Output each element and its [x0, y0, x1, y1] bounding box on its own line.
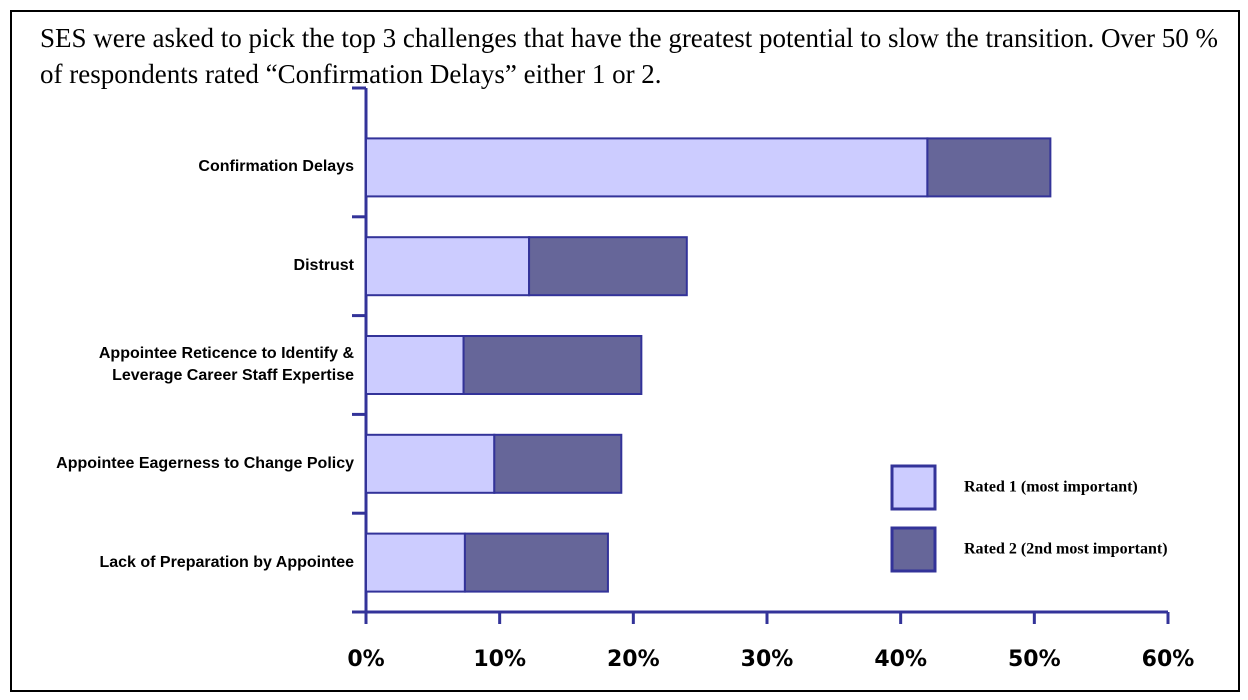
category-label: Appointee Reticence to Identify & Levera… [98, 345, 354, 384]
category-label: Confirmation Delays [198, 158, 354, 176]
bar-segment [926, 137, 1052, 198]
x-tick-label: 20% [607, 647, 660, 672]
bar-segment [463, 532, 609, 593]
bar-segment [365, 137, 929, 198]
bar-segment [528, 236, 688, 297]
bar-segment [462, 335, 643, 395]
x-tick-label: 10% [473, 647, 526, 672]
bar-segment [365, 335, 465, 395]
x-tick-label: 60% [1142, 647, 1195, 672]
legend-swatch [890, 464, 937, 511]
x-tick-label: 50% [1008, 647, 1061, 672]
bar-segment [493, 433, 623, 494]
bar-segment [365, 433, 496, 494]
x-tick-label: 40% [874, 647, 927, 672]
x-tick-label: 30% [741, 647, 794, 672]
bar-segment [365, 236, 531, 297]
legend-swatch [890, 526, 937, 573]
legend-label: Rated 2 (2nd most important) [964, 541, 1168, 558]
x-tick-label: 0% [347, 647, 384, 672]
bar-segment [365, 532, 466, 593]
chart-title: SES were asked to pick the top 3 challen… [40, 23, 1218, 89]
category-label: Lack of Preparation by Appointee [99, 553, 354, 571]
category-label: Appointee Eagerness to Change Policy [56, 454, 354, 472]
category-label: Distrust [293, 257, 354, 275]
frame [10, 10, 1240, 692]
legend-label: Rated 1 (most important) [964, 479, 1138, 496]
